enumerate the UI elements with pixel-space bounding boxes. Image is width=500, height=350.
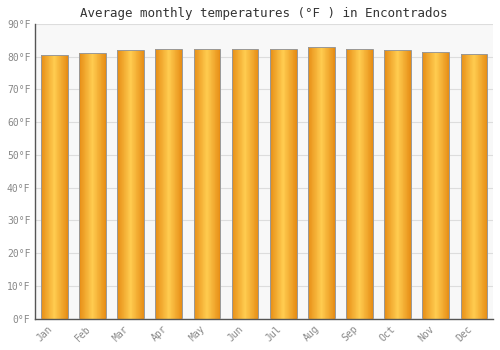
Bar <box>308 48 335 319</box>
Bar <box>194 49 220 318</box>
Bar <box>422 52 449 318</box>
Bar <box>460 54 487 318</box>
Bar <box>41 55 68 318</box>
Bar <box>232 49 258 318</box>
Bar <box>118 50 144 318</box>
Bar <box>384 50 411 318</box>
Bar <box>156 49 182 318</box>
Bar <box>346 49 373 318</box>
Bar <box>79 53 106 318</box>
Bar <box>270 49 296 318</box>
Title: Average monthly temperatures (°F ) in Encontrados: Average monthly temperatures (°F ) in En… <box>80 7 448 20</box>
